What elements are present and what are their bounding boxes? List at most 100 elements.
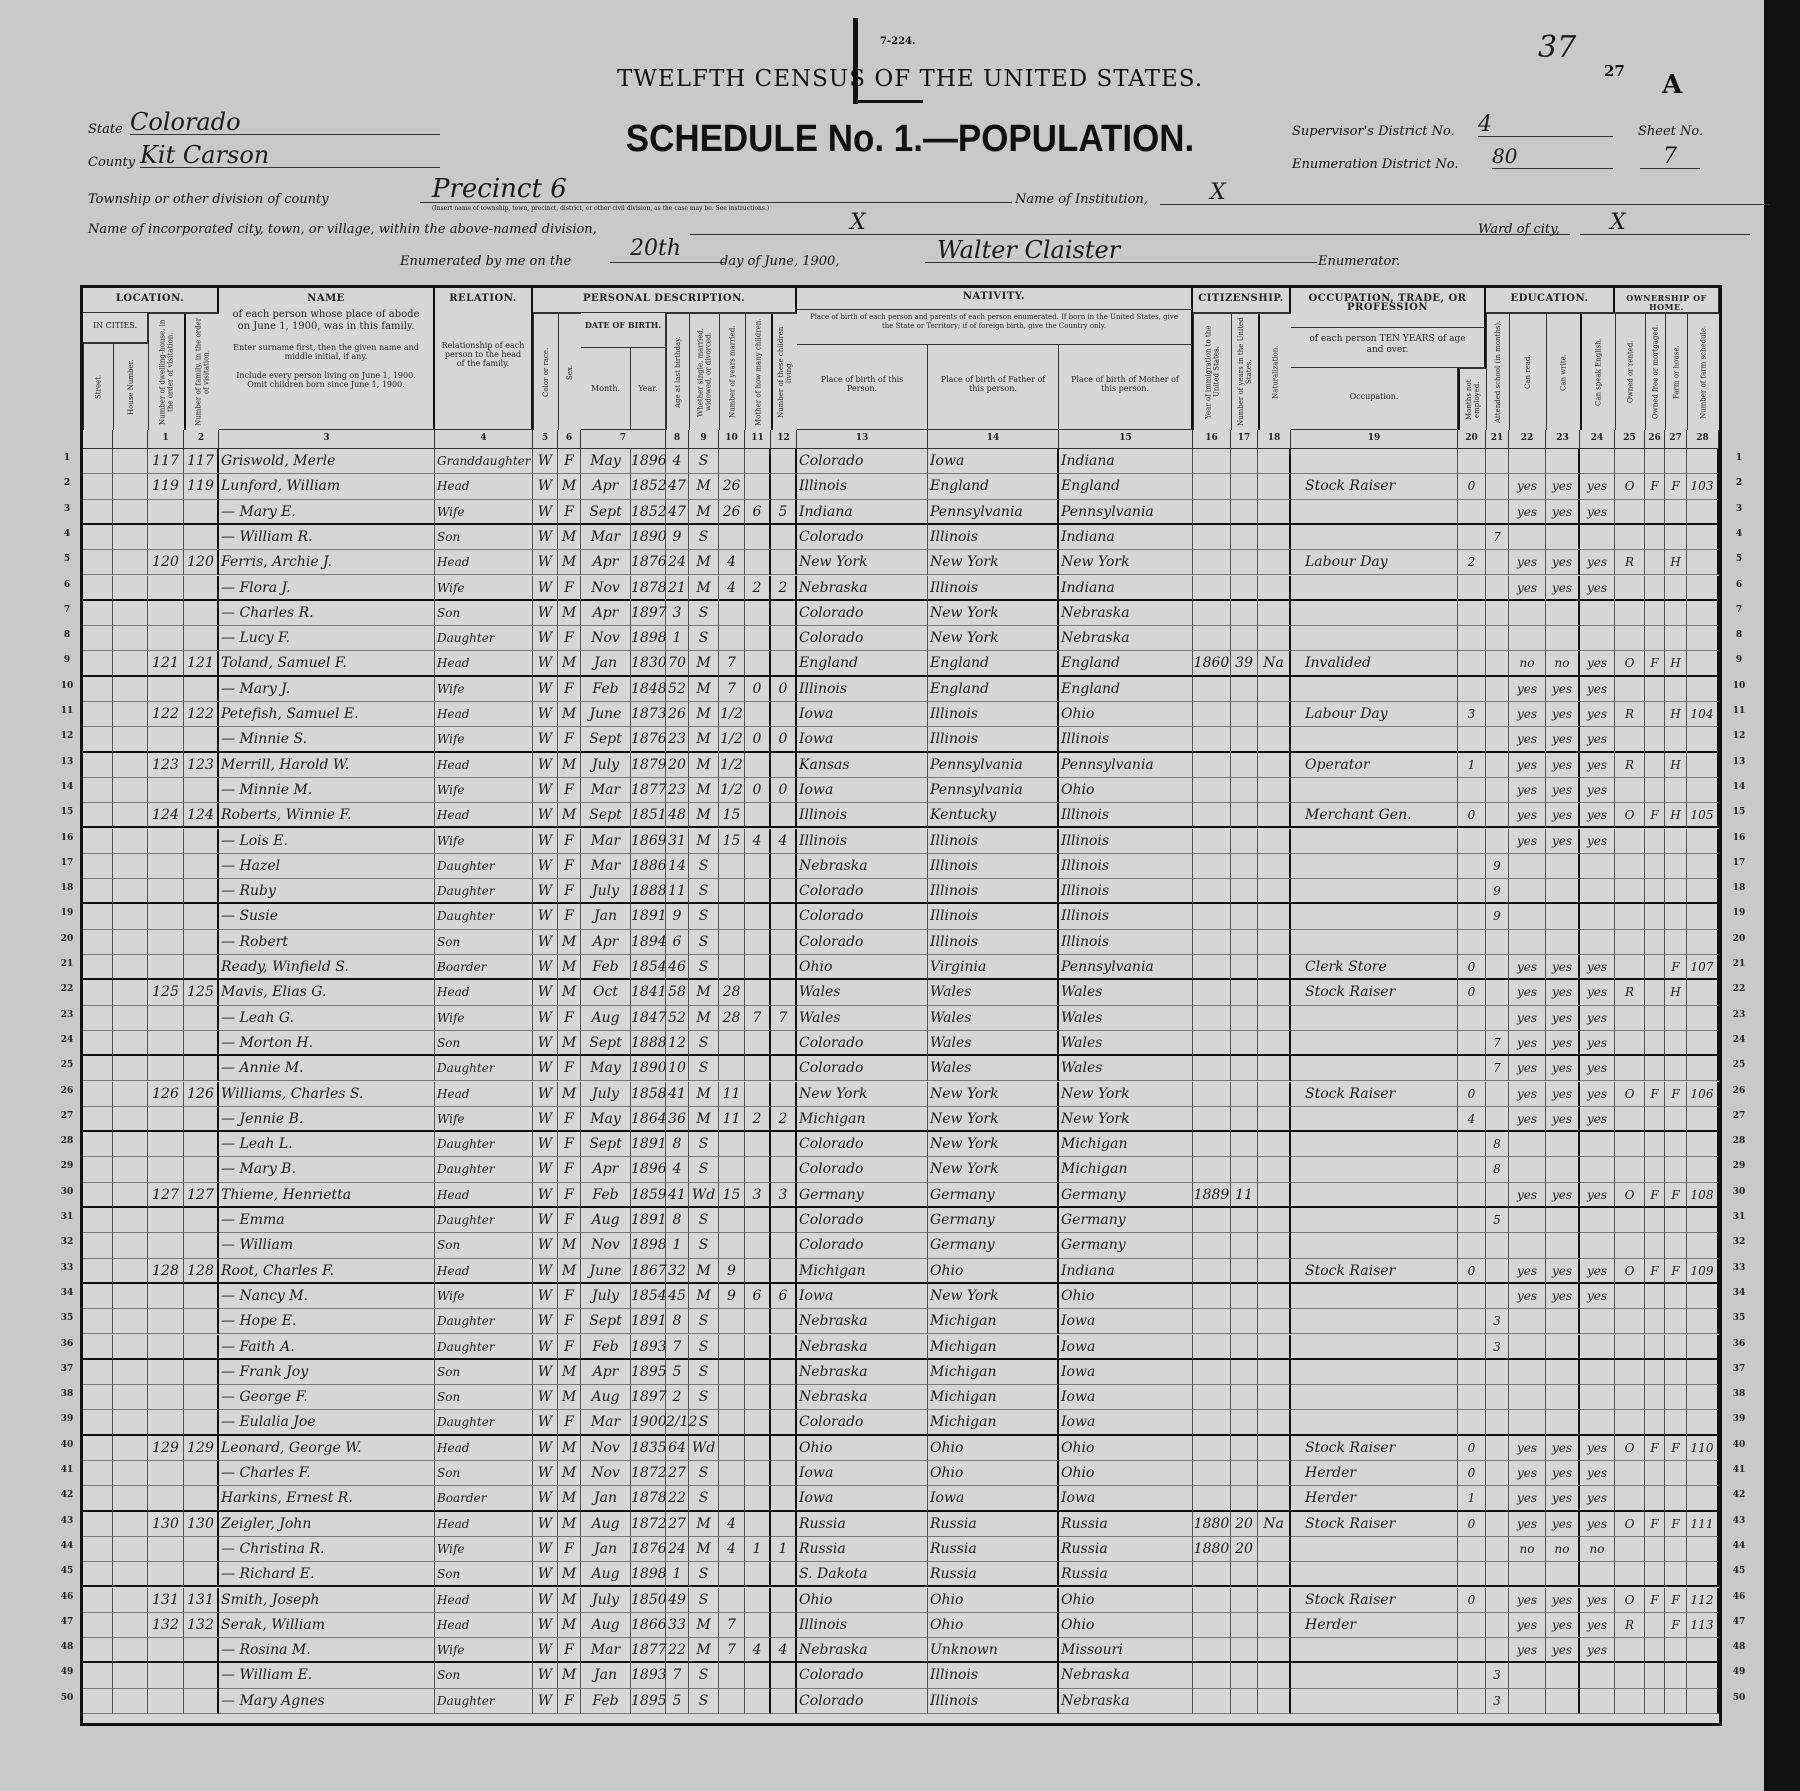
years-married: [719, 929, 745, 955]
can-speak-english: [1580, 1157, 1615, 1183]
column-number: 3: [219, 430, 435, 449]
house-number: [113, 1385, 148, 1411]
children-born: [745, 1056, 771, 1082]
children-born: [745, 1486, 771, 1512]
line-number-right: 36: [1732, 1338, 1746, 1349]
occupation: [1291, 1208, 1458, 1234]
house-number: [113, 1511, 148, 1537]
line-number-right: 46: [1732, 1591, 1746, 1602]
mother-birthplace: Iowa: [1059, 1334, 1193, 1360]
years-in-us: [1231, 1106, 1258, 1133]
years-married: 15: [719, 803, 745, 829]
mother-birthplace: Ohio: [1059, 702, 1193, 728]
months-unemployed: 1: [1458, 1486, 1486, 1512]
line-number-right: 8: [1735, 630, 1743, 641]
naturalization: Na: [1258, 1511, 1291, 1537]
farm-house: F: [1665, 955, 1687, 981]
naturalization: [1258, 1309, 1291, 1335]
can-read: yes: [1509, 1030, 1546, 1057]
birth-month: June: [581, 702, 631, 728]
months-unemployed: [1458, 1005, 1486, 1031]
street: [83, 1056, 113, 1082]
line-number-left: 48: [60, 1642, 74, 1653]
color: W: [533, 1030, 558, 1057]
color: W: [533, 550, 558, 576]
occupation: [1291, 1385, 1458, 1411]
family-number: 128: [184, 1258, 219, 1284]
owned-rented: [1615, 1208, 1645, 1234]
owned-rented: [1615, 904, 1645, 930]
occupation: [1291, 1106, 1458, 1133]
months-unemployed: [1458, 727, 1486, 753]
mother-birthplace: Indiana: [1059, 449, 1193, 475]
months-unemployed: 0: [1458, 1461, 1486, 1487]
occupation: [1291, 1663, 1458, 1689]
father-birthplace: New York: [928, 1106, 1059, 1133]
house-number: [113, 626, 148, 652]
family-number: 121: [184, 651, 219, 677]
street: [83, 1562, 113, 1588]
line-number-right: 13: [1732, 756, 1746, 767]
years-in-us: [1231, 1132, 1258, 1158]
children-living: [771, 1461, 797, 1487]
age: 52: [666, 676, 689, 702]
farm-house: [1665, 1359, 1687, 1386]
sex: M: [558, 1587, 581, 1613]
children-living: 2: [771, 575, 797, 601]
owned-rented: [1615, 853, 1645, 880]
color: W: [533, 904, 558, 930]
naturalization: [1258, 1536, 1291, 1563]
school-months: 9: [1486, 853, 1509, 880]
dwelling-number: [148, 1688, 184, 1714]
can-write: [1546, 1309, 1580, 1335]
dwelling-number: [148, 1005, 184, 1031]
sex: F: [558, 1638, 581, 1664]
immigration-year: [1193, 1638, 1231, 1664]
line-number-right: 44: [1732, 1540, 1746, 1551]
children-born: [745, 626, 771, 652]
mother-birthplace: Ohio: [1059, 1461, 1193, 1487]
naturalization: [1258, 1638, 1291, 1664]
children-born: 7: [745, 1005, 771, 1031]
farm-schedule-number: [1687, 1106, 1719, 1133]
line-number-left: 47: [60, 1616, 74, 1627]
free-mortgaged: [1645, 1208, 1665, 1234]
street: [83, 904, 113, 930]
father-birthplace: Germany: [928, 1182, 1059, 1208]
father-birthplace: Michigan: [928, 1334, 1059, 1360]
color: W: [533, 1359, 558, 1386]
birthplace: Colorado: [797, 1132, 928, 1158]
street: [83, 1233, 113, 1259]
color: W: [533, 676, 558, 702]
family-number: 125: [184, 980, 219, 1006]
marital-status: S: [689, 600, 719, 627]
children-living: [771, 449, 797, 475]
can-speak-english: [1580, 1233, 1615, 1259]
marital-status: S: [689, 1208, 719, 1234]
line-number-right: 31: [1732, 1212, 1746, 1222]
write-header: Can write.: [1546, 313, 1580, 430]
street: [83, 1511, 113, 1537]
relation: Daughter: [435, 879, 533, 905]
birth-year: 1848: [631, 676, 667, 702]
naturalization: [1258, 1283, 1291, 1310]
form-number: 7-224.: [880, 36, 916, 47]
family-number: [184, 727, 219, 753]
immigration-year: [1193, 1385, 1231, 1411]
column-number: 23: [1546, 430, 1580, 449]
children-born: 6: [745, 1283, 771, 1310]
line-number-right: 27: [1732, 1110, 1746, 1121]
father-birthplace: Illinois: [928, 524, 1059, 551]
enumerator-suffix: Enumerator.: [1318, 254, 1401, 269]
farm-schedule-number: [1687, 1536, 1719, 1563]
sex: F: [558, 1536, 581, 1563]
relation: Wife: [435, 828, 533, 854]
children-born-header: Mother of how many children.: [745, 313, 771, 430]
free-header: Owned free or mortgaged.: [1645, 313, 1665, 430]
line-number-right: 35: [1732, 1313, 1746, 1324]
owned-rented: [1615, 1005, 1645, 1031]
birthplace: Russia: [797, 1511, 928, 1537]
group-nativity: NATIVITY.: [797, 288, 1193, 310]
mother-birthplace: Iowa: [1059, 1410, 1193, 1436]
naturalization: [1258, 904, 1291, 930]
